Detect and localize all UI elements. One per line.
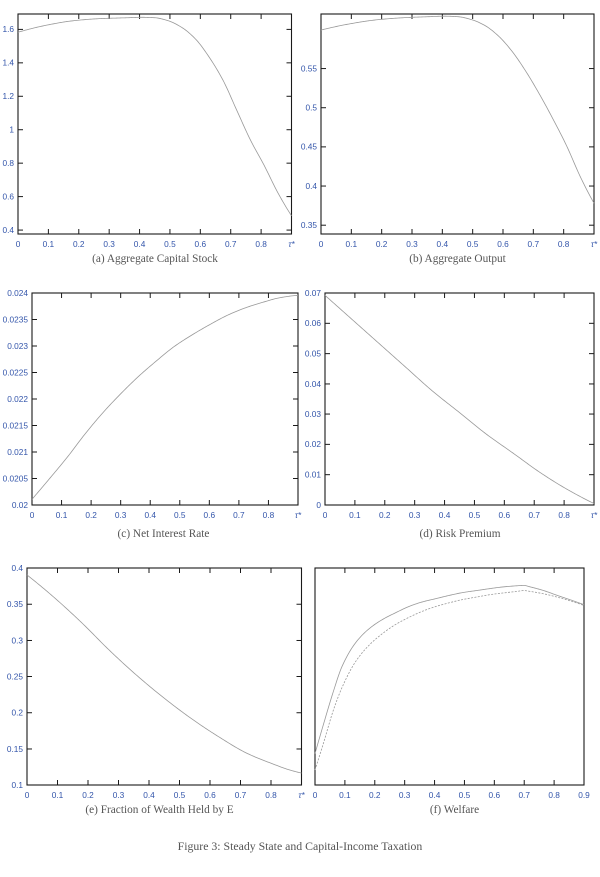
svg-text:0.5: 0.5	[174, 790, 186, 800]
svg-text:0.45: 0.45	[301, 142, 318, 152]
svg-text:0.2: 0.2	[369, 790, 381, 800]
svg-text:0.3: 0.3	[103, 239, 115, 249]
svg-text:0.2: 0.2	[376, 239, 388, 249]
svg-text:0.0205: 0.0205	[2, 473, 28, 483]
svg-text:0.02: 0.02	[11, 500, 28, 510]
svg-text:0.0235: 0.0235	[2, 314, 28, 324]
svg-text:1.4: 1.4	[2, 58, 14, 68]
svg-text:τ*: τ*	[591, 239, 598, 249]
svg-text:0.5: 0.5	[469, 510, 481, 520]
svg-text:1.2: 1.2	[2, 91, 14, 101]
svg-text:0.1: 0.1	[52, 790, 64, 800]
svg-text:0.4: 0.4	[439, 510, 451, 520]
svg-text:0.8: 0.8	[255, 239, 267, 249]
svg-text:0.8: 0.8	[2, 158, 14, 168]
svg-text:0.3: 0.3	[399, 790, 411, 800]
svg-text:τ*: τ*	[591, 510, 598, 520]
svg-text:0.7: 0.7	[528, 510, 540, 520]
svg-text:0.3: 0.3	[11, 635, 23, 645]
svg-text:0.02: 0.02	[305, 439, 322, 449]
svg-text:0.7: 0.7	[235, 790, 247, 800]
svg-text:0.7: 0.7	[518, 790, 530, 800]
svg-text:0.6: 0.6	[499, 510, 511, 520]
svg-text:0.01: 0.01	[305, 469, 322, 479]
svg-text:0.8: 0.8	[558, 510, 570, 520]
svg-text:0: 0	[316, 500, 321, 510]
svg-text:0.6: 0.6	[489, 790, 501, 800]
svg-text:0.2: 0.2	[73, 239, 85, 249]
svg-text:0.05: 0.05	[305, 348, 322, 358]
svg-text:0.022: 0.022	[7, 394, 28, 404]
svg-text:0.03: 0.03	[305, 409, 322, 419]
svg-text:0.04: 0.04	[305, 379, 322, 389]
svg-text:1.6: 1.6	[2, 24, 14, 34]
svg-text:0.5: 0.5	[164, 239, 176, 249]
svg-text:0.7: 0.7	[528, 239, 540, 249]
svg-text:0.2: 0.2	[11, 708, 23, 718]
svg-text:0.3: 0.3	[114, 510, 126, 520]
svg-text:0.3: 0.3	[409, 510, 421, 520]
svg-text:0.4: 0.4	[429, 790, 441, 800]
svg-text:0.4: 0.4	[437, 239, 449, 249]
svg-text:0.25: 0.25	[7, 671, 24, 681]
svg-text:0.7: 0.7	[233, 510, 245, 520]
svg-text:0.35: 0.35	[301, 220, 318, 230]
svg-text:0.6: 0.6	[2, 191, 14, 201]
svg-text:0.1: 0.1	[55, 510, 67, 520]
svg-text:0.4: 0.4	[144, 510, 156, 520]
svg-text:0.1: 0.1	[11, 780, 23, 790]
svg-text:0.3: 0.3	[113, 790, 125, 800]
svg-text:0.6: 0.6	[497, 239, 509, 249]
svg-text:0.4: 0.4	[11, 564, 23, 573]
svg-text:1: 1	[9, 125, 14, 135]
svg-text:0.4: 0.4	[143, 790, 155, 800]
svg-text:0.6: 0.6	[204, 790, 216, 800]
svg-text:0.4: 0.4	[305, 181, 317, 191]
svg-text:0.07: 0.07	[305, 289, 322, 298]
svg-text:0.6: 0.6	[203, 510, 215, 520]
svg-text:0.5: 0.5	[305, 103, 317, 113]
svg-text:0.024: 0.024	[7, 289, 28, 298]
svg-text:0: 0	[323, 510, 328, 520]
svg-text:0.1: 0.1	[43, 239, 55, 249]
svg-text:0.2: 0.2	[82, 790, 94, 800]
svg-text:0.7: 0.7	[225, 239, 237, 249]
svg-text:0.06: 0.06	[305, 318, 322, 328]
svg-text:0.35: 0.35	[7, 599, 24, 609]
svg-text:0.021: 0.021	[7, 447, 28, 457]
svg-text:0.1: 0.1	[346, 239, 358, 249]
svg-text:0.4: 0.4	[2, 225, 14, 235]
svg-text:0: 0	[25, 790, 30, 800]
svg-text:0: 0	[29, 510, 34, 520]
svg-text:0.1: 0.1	[349, 510, 361, 520]
svg-text:0.55: 0.55	[301, 63, 318, 73]
svg-text:0: 0	[319, 239, 324, 249]
svg-text:0.8: 0.8	[262, 510, 274, 520]
svg-text:0.0225: 0.0225	[2, 367, 28, 377]
svg-text:0.0215: 0.0215	[2, 420, 28, 430]
svg-text:0.6: 0.6	[195, 239, 207, 249]
svg-text:0.1: 0.1	[339, 790, 351, 800]
svg-text:0: 0	[16, 239, 21, 249]
svg-text:0.8: 0.8	[265, 790, 277, 800]
svg-text:0.5: 0.5	[174, 510, 186, 520]
svg-text:0.023: 0.023	[7, 341, 28, 351]
svg-text:0.8: 0.8	[558, 239, 570, 249]
svg-text:0.2: 0.2	[85, 510, 97, 520]
svg-text:0.3: 0.3	[406, 239, 418, 249]
svg-text:0: 0	[313, 790, 318, 800]
svg-text:0.15: 0.15	[7, 744, 24, 754]
svg-text:0.5: 0.5	[467, 239, 479, 249]
svg-text:0.5: 0.5	[459, 790, 471, 800]
svg-text:0.9: 0.9	[578, 790, 590, 800]
svg-text:0.8: 0.8	[548, 790, 560, 800]
svg-text:0.2: 0.2	[379, 510, 391, 520]
svg-text:0.4: 0.4	[134, 239, 146, 249]
